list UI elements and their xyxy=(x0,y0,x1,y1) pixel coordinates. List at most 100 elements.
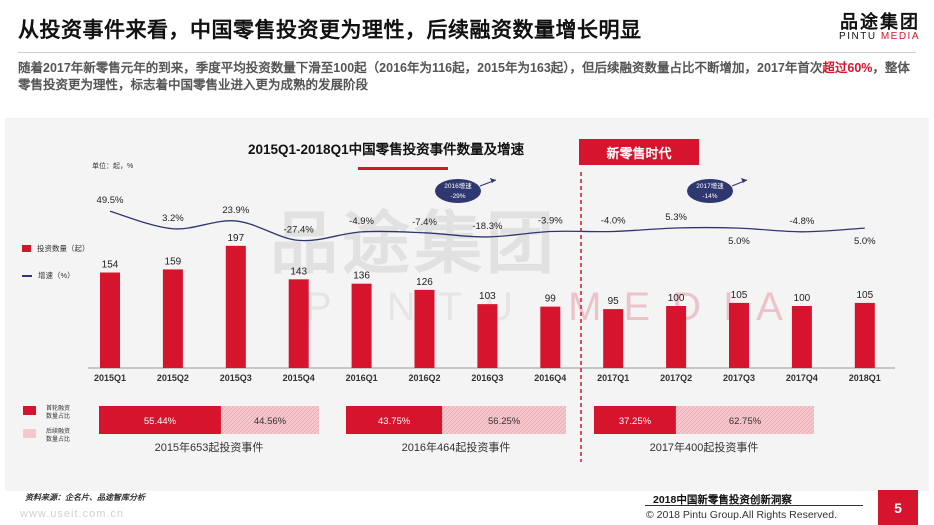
bar-2016Q4 xyxy=(540,306,561,368)
bar-value-2016Q3: 103 xyxy=(479,291,496,302)
bubble-2016-label: 2016增速 xyxy=(444,181,472,190)
legend-line-swatch xyxy=(22,274,32,277)
bubble-2017-label: 2017增速 xyxy=(696,181,724,190)
page-subtitle: 随着2017年新零售元年的到来，季度平均投资数量下滑至100起（2016年为11… xyxy=(18,60,916,94)
share-follow-label-2016: 56.25% xyxy=(488,416,521,427)
share-follow-2017 xyxy=(675,406,814,434)
share-follow-2015 xyxy=(220,406,319,434)
chart-unit: 单位：起，% xyxy=(92,163,134,170)
x-tick-2017Q3: 2017Q3 xyxy=(723,373,755,383)
x-tick-2017Q4: 2017Q4 xyxy=(786,373,818,383)
bar-value-2017Q4: 100 xyxy=(794,293,811,304)
share-legend-first-l2: 数量占比 xyxy=(46,412,70,420)
x-tick-2018Q1: 2018Q1 xyxy=(849,373,881,383)
growth-label-2015Q3: 23.9% xyxy=(222,205,249,216)
bar-2017Q2 xyxy=(666,306,687,368)
bar-value-2016Q2: 126 xyxy=(416,277,433,288)
bar-2016Q2 xyxy=(414,289,435,368)
share-caption-2015: 2015年653起投资事件 xyxy=(155,440,264,454)
legend-bar-label: 投资数量（起） xyxy=(37,244,90,253)
growth-label-2017Q4: -4.8% xyxy=(789,216,814,227)
bar-2016Q1 xyxy=(351,283,372,368)
growth-label-2017Q1: -4.0% xyxy=(601,216,626,227)
bar-2015Q1 xyxy=(100,272,120,368)
new-retail-era-tag: 新零售时代 xyxy=(579,139,699,165)
x-tick-2017Q2: 2017Q2 xyxy=(660,373,692,383)
share-first-2017 xyxy=(594,406,676,434)
x-tick-2015Q2: 2015Q2 xyxy=(157,373,189,383)
share-legend-follow-l1: 后续融资 xyxy=(46,427,70,435)
x-tick-2016Q4: 2016Q4 xyxy=(534,373,566,383)
x-tick-2017Q1: 2017Q1 xyxy=(597,373,629,383)
share-first-label-2016: 43.75% xyxy=(378,416,411,427)
bubble-2016-value: -29% xyxy=(450,193,465,200)
bar-value-2015Q3: 197 xyxy=(227,233,244,244)
share-follow-label-2015: 44.56% xyxy=(254,416,287,427)
bar-2015Q2 xyxy=(162,269,183,368)
x-tick-2016Q1: 2016Q1 xyxy=(346,373,378,383)
bar-value-2017Q2: 100 xyxy=(668,293,685,304)
bar-2015Q3 xyxy=(225,245,246,368)
bar-value-2018Q1: 105 xyxy=(856,290,873,301)
share-first-label-2017: 37.25% xyxy=(619,416,652,427)
share-first-label-2015: 55.44% xyxy=(144,416,177,427)
share-legend-first-swatch xyxy=(23,406,36,415)
brand-logo-en: PINTU MEDIA xyxy=(839,31,920,42)
bar-value-2015Q2: 159 xyxy=(165,256,182,267)
growth-label-2017Q3: 5.0% xyxy=(728,236,750,247)
bar-value-2017Q3: 105 xyxy=(731,290,748,301)
legend-line: 增速（%） xyxy=(22,270,75,281)
site-watermark: www.useit.com.cn xyxy=(20,508,125,520)
subtitle-highlight: 超过60% xyxy=(822,61,873,75)
growth-line-layer xyxy=(109,210,865,242)
bubble-2016: 2016增速 -29% xyxy=(435,178,497,203)
brand-logo-en-b: MEDIA xyxy=(880,31,920,42)
share-first-2015 xyxy=(99,406,221,434)
page-number: 5 xyxy=(878,490,918,525)
legend-bar: 投资数量（起） xyxy=(22,243,90,254)
brand-logo-en-a: PINTU xyxy=(839,31,881,42)
bubble-2017-value: -14% xyxy=(702,193,717,200)
share-caption-2017: 2017年400起投资事件 xyxy=(650,440,759,454)
x-tick-2016Q3: 2016Q3 xyxy=(471,373,503,383)
growth-label-2016Q4: -3.9% xyxy=(538,215,563,226)
share-legend: 首轮融资 数量占比 后续融资 数量占比 xyxy=(23,404,70,443)
legend-bar-swatch xyxy=(22,245,31,252)
source-note: 资料来源：企名片、品途智库分析 xyxy=(25,493,145,502)
bar-2017Q1 xyxy=(603,309,624,368)
brand-logo: 品途集团 xyxy=(840,12,920,32)
page-title: 从投资事件来看，中国零售投资更为理性，后续融资数量增长明显 xyxy=(18,19,642,42)
growth-label-2015Q4: -27.4% xyxy=(284,224,315,235)
x-tick-2015Q3: 2015Q3 xyxy=(220,373,252,383)
copyright: © 2018 Pintu Group.All Rights Reserved. xyxy=(646,509,837,521)
x-tick-2015Q1: 2015Q1 xyxy=(94,373,126,383)
bar-2015Q4 xyxy=(288,279,309,368)
bar-value-2015Q1: 154 xyxy=(102,260,119,271)
share-follow-2016 xyxy=(442,406,566,434)
bubble-2017: 2017增速 -14% xyxy=(687,178,748,203)
share-caption-2016: 2016年464起投资事件 xyxy=(402,440,511,454)
x-tick-2016Q2: 2016Q2 xyxy=(408,373,440,383)
subtitle-part2: ，整体零售投资更为理性，标志着中国零售业进入更为成熟的发展阶段 xyxy=(18,61,910,92)
bar-2017Q3 xyxy=(729,302,749,368)
bars-layer xyxy=(88,245,895,369)
labels-layer: 154 2015Q1 159 2015Q2 197 2015Q3 143 2015Q4 136 2… xyxy=(94,195,881,383)
growth-label-2016Q2: -7.4% xyxy=(412,217,437,228)
bar-value-2016Q4: 99 xyxy=(545,294,557,305)
share-follow-label-2017: 62.75% xyxy=(729,416,762,427)
growth-label-2018Q1: 5.0% xyxy=(854,236,876,247)
share-layer: 55.44% 44.56% 2015年653起投资事件 43.75% 56.25% 201… xyxy=(99,406,814,454)
bar-2016Q3 xyxy=(477,304,498,368)
growth-line xyxy=(109,210,865,242)
x-tick-2015Q4: 2015Q4 xyxy=(283,373,315,383)
growth-label-2016Q1: -4.9% xyxy=(349,216,374,227)
share-legend-follow-swatch xyxy=(23,429,36,438)
bar-2017Q4 xyxy=(791,306,812,368)
growth-label-2015Q1: 49.5% xyxy=(97,195,124,206)
growth-label-2017Q2: 5.3% xyxy=(665,212,687,223)
bar-2018Q1 xyxy=(854,302,875,368)
header-divider xyxy=(18,52,916,53)
share-legend-follow-l2: 数量占比 xyxy=(46,435,70,443)
growth-label-2016Q3: -18.3% xyxy=(472,221,503,232)
